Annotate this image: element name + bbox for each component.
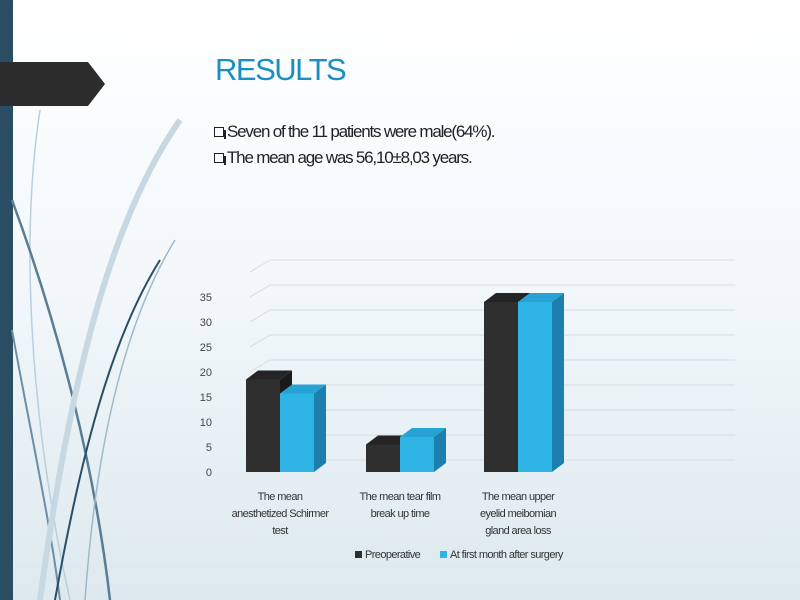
y-tick-label: 15 <box>200 392 212 404</box>
checkbox-bullet-icon <box>214 153 226 165</box>
title-tab-shape <box>0 62 105 106</box>
bar-side <box>434 428 446 472</box>
x-category-label-line: anesthetized Schirmer <box>232 508 330 520</box>
grid-diagonal <box>249 309 271 323</box>
x-category-label: The mean anesthetized Schirmer test <box>232 491 330 537</box>
grid-diagonal <box>249 359 271 373</box>
x-category-label-line: gland area loss <box>485 525 552 537</box>
bar-top <box>484 293 530 302</box>
bar-top <box>400 428 446 437</box>
bar-side <box>314 384 326 472</box>
bullet-list: Seven of the 11 patients were male(64%).… <box>214 119 496 171</box>
x-category-label-line: The mean tear film <box>360 491 441 503</box>
slide-title: RESULTS <box>215 52 347 87</box>
grid-diagonal <box>249 259 271 273</box>
bullet-text: Seven of the 11 patients were male(64%). <box>227 122 496 141</box>
grid-diagonal <box>249 334 271 348</box>
x-category-label: The mean upper eyelid meibomian gland area… <box>480 491 556 537</box>
y-tick-label: 10 <box>200 417 212 429</box>
bar <box>280 393 314 472</box>
bullet-text: The mean age was 56,10±8,03 years. <box>227 148 473 167</box>
legend-swatch <box>440 551 447 558</box>
bar <box>366 444 400 472</box>
y-tick-label: 20 <box>200 367 212 379</box>
bar <box>400 437 434 472</box>
bullet-item: Seven of the 11 patients were male(64%). <box>214 119 496 145</box>
y-tick-label: 30 <box>200 317 212 329</box>
bar-top <box>246 370 292 380</box>
legend-label: At first month after surgery <box>450 549 564 561</box>
x-category-label: The mean tear film break up time <box>360 491 441 520</box>
x-category-label-line: The mean upper <box>482 491 555 503</box>
bar-top <box>518 293 564 302</box>
y-tick-label: 25 <box>200 342 212 354</box>
bar <box>484 302 518 472</box>
legend-swatch <box>355 551 362 558</box>
checkbox-bullet-icon <box>214 127 226 139</box>
legend-label: Preoperative <box>365 549 421 561</box>
y-tick-label: 5 <box>206 442 212 454</box>
grid-diagonal <box>249 284 271 298</box>
x-category-label-line: break up time <box>371 508 430 520</box>
x-category-label-line: The mean <box>258 491 303 503</box>
bar <box>246 379 280 472</box>
bar-side <box>552 293 564 472</box>
bar-chart: 0 5 10 15 20 25 30 35 The mean anesthetized Schir… <box>200 259 735 561</box>
bar <box>518 302 552 472</box>
y-tick-label: 35 <box>200 292 212 304</box>
slide-left-bar <box>0 0 13 600</box>
bullet-item: The mean age was 56,10±8,03 years. <box>214 145 494 171</box>
x-category-label-line: eyelid meibomian <box>480 508 556 520</box>
x-category-label-line: test <box>272 525 288 537</box>
y-tick-label: 0 <box>206 467 212 479</box>
bar-top <box>280 384 326 394</box>
